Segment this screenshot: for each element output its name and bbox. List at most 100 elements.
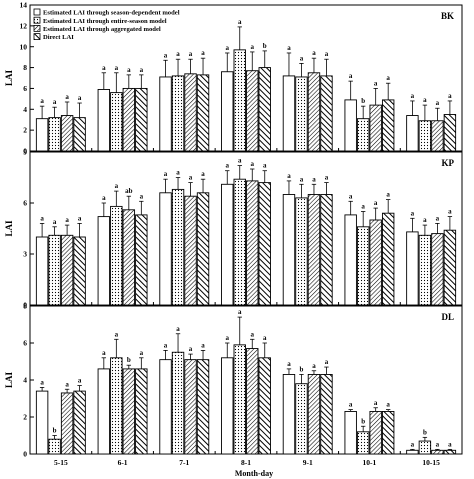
significance-label: a bbox=[251, 160, 255, 168]
legend-swatch bbox=[33, 33, 41, 40]
significance-label: a bbox=[386, 74, 390, 82]
significance-label: a bbox=[164, 51, 168, 59]
significance-label: a bbox=[238, 308, 242, 316]
significance-label: a bbox=[325, 50, 329, 58]
bar bbox=[246, 348, 259, 455]
legend-entry: Direct LAI bbox=[43, 34, 74, 41]
significance-label: b bbox=[300, 365, 304, 373]
bar bbox=[320, 374, 333, 455]
bar bbox=[171, 351, 185, 455]
significance-label: a bbox=[436, 214, 440, 222]
bar bbox=[282, 194, 296, 306]
significance-label: a bbox=[65, 380, 69, 388]
significance-label: a bbox=[423, 216, 427, 224]
bar bbox=[196, 74, 210, 152]
significance-label: a bbox=[312, 362, 316, 370]
significance-label: a bbox=[349, 192, 353, 200]
bar bbox=[233, 344, 246, 455]
bar bbox=[320, 75, 333, 152]
bar bbox=[48, 234, 61, 306]
bar bbox=[443, 449, 457, 455]
bar bbox=[282, 75, 296, 152]
significance-label: ab bbox=[125, 187, 133, 195]
significance-label: a bbox=[448, 208, 452, 216]
y-axis-title: LAI bbox=[4, 70, 14, 87]
significance-label: b bbox=[127, 356, 131, 364]
bar bbox=[356, 431, 370, 455]
significance-label: b bbox=[53, 427, 57, 435]
bar bbox=[73, 117, 86, 152]
significance-label: a bbox=[411, 209, 415, 217]
y-tick-label: 0 bbox=[23, 450, 27, 459]
bar bbox=[233, 178, 246, 306]
significance-label: b bbox=[361, 97, 365, 105]
legend-entry: Estimated LAI through entire-season mode… bbox=[43, 18, 167, 25]
significance-label: a bbox=[78, 377, 82, 385]
significance-label: a bbox=[374, 79, 378, 87]
panel-frame bbox=[29, 4, 463, 152]
legend-swatch bbox=[33, 16, 41, 24]
bar bbox=[135, 368, 148, 455]
significance-label: a bbox=[102, 349, 106, 357]
bar bbox=[97, 368, 111, 455]
bar bbox=[381, 411, 395, 455]
significance-label: a bbox=[300, 54, 304, 62]
bar bbox=[159, 76, 172, 152]
legend-swatch bbox=[33, 24, 41, 32]
bar bbox=[159, 192, 172, 306]
significance-label: a bbox=[189, 50, 193, 58]
significance-label: a bbox=[40, 214, 44, 222]
bar bbox=[431, 449, 444, 455]
panel-frame bbox=[29, 305, 463, 455]
significance-label: a bbox=[189, 174, 193, 182]
panel-label: BK bbox=[441, 11, 454, 21]
y-tick-label: 9 bbox=[23, 148, 27, 157]
bar bbox=[295, 197, 308, 306]
y-tick-label: 4 bbox=[23, 376, 27, 385]
bar bbox=[221, 183, 234, 306]
bar bbox=[122, 368, 136, 455]
significance-label: a bbox=[238, 18, 242, 26]
significance-label: a bbox=[251, 43, 255, 51]
y-tick-label: 4 bbox=[23, 105, 27, 114]
bar bbox=[110, 205, 123, 306]
bar bbox=[418, 120, 432, 152]
significance-label: a bbox=[226, 162, 230, 170]
significance-label: a bbox=[201, 170, 205, 178]
bar bbox=[406, 115, 419, 152]
significance-label: a bbox=[263, 162, 267, 170]
bar bbox=[48, 438, 61, 455]
bar bbox=[258, 357, 271, 455]
bar bbox=[307, 194, 321, 306]
bar bbox=[307, 72, 321, 152]
panel-frame bbox=[29, 151, 463, 306]
significance-label: a bbox=[140, 349, 144, 357]
bar bbox=[97, 89, 111, 152]
significance-label: a bbox=[411, 92, 415, 100]
significance-label: a bbox=[164, 341, 168, 349]
bar bbox=[246, 70, 259, 152]
significance-label: a bbox=[65, 93, 69, 101]
bar bbox=[73, 390, 86, 455]
x-tick-label: 9-1 bbox=[303, 458, 313, 467]
bar bbox=[369, 104, 382, 152]
bar bbox=[406, 231, 419, 306]
bar bbox=[431, 120, 444, 152]
bar bbox=[356, 226, 370, 306]
bar bbox=[295, 383, 308, 455]
x-tick-label: 6-1 bbox=[118, 458, 128, 467]
bar bbox=[381, 99, 395, 152]
significance-label: a bbox=[349, 401, 353, 409]
significance-label: a bbox=[436, 440, 440, 448]
bar bbox=[196, 359, 210, 455]
significance-label: a bbox=[102, 194, 106, 202]
significance-label: a bbox=[287, 172, 291, 180]
bar bbox=[135, 87, 148, 152]
bar bbox=[233, 49, 246, 152]
bar bbox=[418, 440, 432, 455]
panel-label: DL bbox=[441, 312, 454, 322]
significance-label: b bbox=[263, 42, 267, 50]
